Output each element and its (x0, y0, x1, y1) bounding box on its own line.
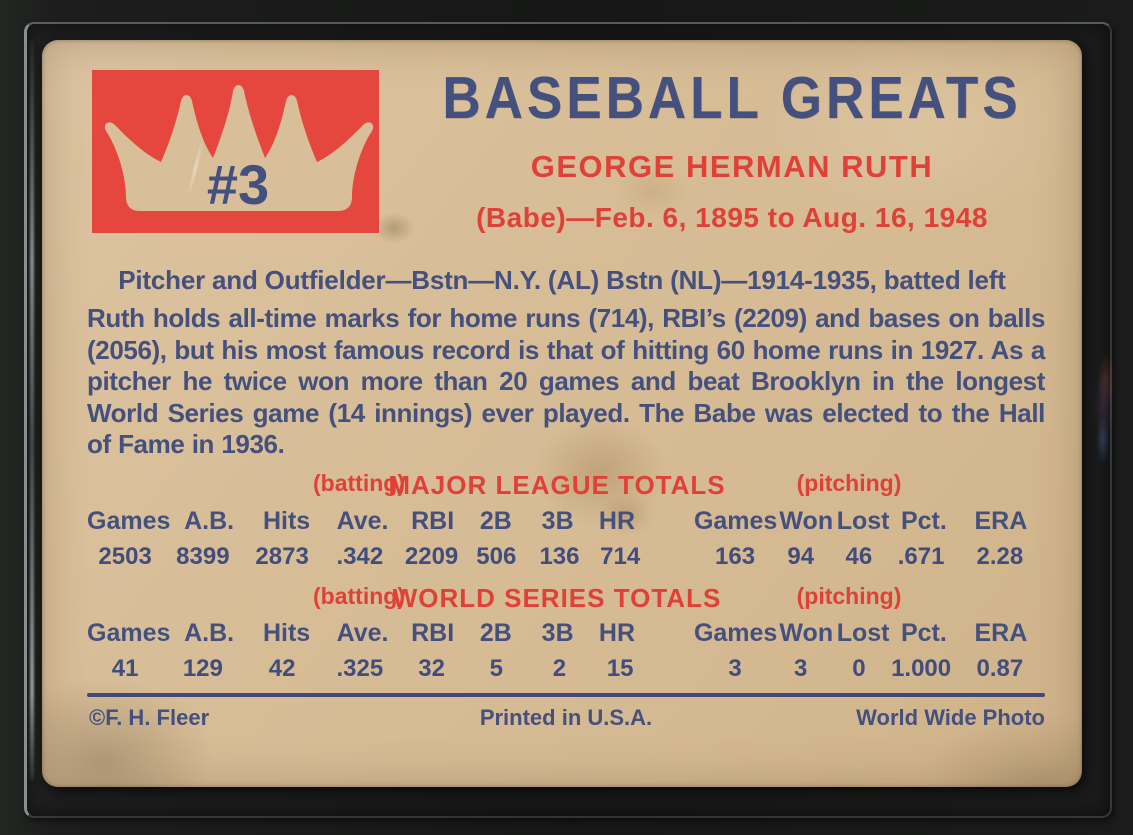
stat-cell: Won (779, 507, 834, 535)
stat-cell: Ave. (336, 507, 389, 535)
stat-cell: Pct. (900, 507, 947, 535)
stat-cell: 0 (852, 655, 866, 682)
crown-logo-icon: #3 (92, 70, 379, 233)
batting-label: (batting) (313, 583, 405, 609)
stat-spacer (645, 507, 694, 536)
stat-cell: 136 (539, 543, 580, 570)
stat-cell: 3 (794, 655, 808, 682)
stat-cell: 2209 (404, 543, 459, 570)
stat-cell: 2.28 (976, 543, 1024, 570)
divider-rule (87, 693, 1045, 697)
pitching-label: (pitching) (796, 583, 902, 609)
sleeve-edge-highlight (30, 40, 34, 780)
stat-cell: 2503 (98, 543, 152, 570)
stat-cell: Pct. (900, 619, 947, 647)
stat-cell: RBI (411, 619, 455, 647)
stat-cell: Games (87, 619, 171, 647)
stat-cell: 46 (845, 543, 873, 570)
major-league-value-row: 2503 8399 2873 .342 2209 506 136 714 163 94 46 .671… (87, 543, 1045, 571)
major-league-totals-heading: (batting) MAJOR LEAGUE TOTALS (pitching) (87, 470, 1045, 500)
stat-cell: HR (598, 507, 636, 535)
copyright-text: ©F. H. Fleer (89, 705, 210, 730)
printed-in-text: Printed in U.S.A. (479, 705, 653, 730)
stat-cell: 8399 (176, 543, 230, 570)
player-name: GEORGE HERMAN RUTH (530, 149, 934, 184)
stat-cell: 2B (479, 507, 512, 535)
nickname-dates: (Babe)—Feb. 6, 1895 to Aug. 16, 1948 (476, 202, 988, 233)
stat-cell: 3 (728, 655, 742, 682)
stat-cell: Lost (836, 507, 890, 535)
major-league-totals-title: MAJOR LEAGUE TOTALS (388, 470, 726, 500)
stat-cell: 129 (182, 655, 223, 682)
stat-cell: 2 (552, 655, 567, 682)
stat-cell: Games (87, 507, 171, 535)
position-line: Pitcher and Outfielder—Bstn—N.Y. (AL) Bs… (118, 265, 1006, 295)
stat-cell: 15 (606, 655, 634, 682)
stat-cell: 42 (268, 655, 296, 682)
world-series-value-row: 41 129 42 .325 32 5 2 15 3 3 0 1.000 0.87 (87, 655, 1045, 683)
major-league-header-row: Games A.B. Hits Ave. RBI 2B 3B HR Games Won Lost Pc… (87, 507, 1045, 536)
stat-cell: Won (779, 619, 834, 647)
stat-cell: ERA (974, 619, 1028, 647)
world-series-totals-heading: (batting) WORLD SERIES TOTALS (pitching) (87, 583, 1045, 613)
stat-cell: .671 (897, 543, 945, 570)
stat-cell: 506 (476, 543, 517, 570)
stat-cell: Games (693, 619, 778, 647)
set-title: BASEBALL GREATS (442, 65, 1022, 132)
card-header: BASEBALL GREATS GEORGE HERMAN RUTH (Babe… (412, 40, 1052, 234)
stat-cell: Lost (836, 619, 890, 647)
world-series-header-row: Games A.B. Hits Ave. RBI 2B 3B HR Games Won Lost Pc… (87, 619, 1045, 648)
card-footer: ©F. H. Fleer Printed in U.S.A. World Wid… (87, 705, 1045, 735)
stat-cell: 94 (787, 543, 815, 570)
photo-credit-text: World Wide Photo (856, 705, 1045, 730)
stat-cell: 32 (418, 655, 445, 682)
stat-spacer (649, 655, 699, 683)
stat-cell: Hits (262, 619, 311, 647)
stat-cell: .342 (336, 543, 384, 570)
card-sleeve (24, 22, 1112, 818)
stat-cell: A.B. (184, 619, 235, 647)
pitching-label: (pitching) (796, 470, 902, 496)
stat-cell: 5 (489, 655, 503, 682)
stat-cell: Hits (262, 507, 311, 535)
stat-cell: 41 (111, 655, 139, 682)
stat-cell: 2873 (255, 543, 309, 570)
stat-cell: RBI (411, 507, 455, 535)
stat-cell: 1.000 (891, 655, 952, 682)
bio-paragraph: Ruth holds all-time marks for home runs … (87, 303, 1045, 459)
stat-cell: 714 (600, 543, 641, 570)
stat-cell: Games (693, 507, 778, 535)
stat-spacer (645, 619, 694, 648)
stat-cell: HR (598, 619, 636, 647)
stat-cell: 2B (479, 619, 512, 647)
stat-cell: ERA (974, 507, 1028, 535)
batting-label: (batting) (313, 470, 405, 496)
stat-cell: Ave. (336, 619, 389, 647)
stat-cell: 163 (715, 543, 756, 570)
stat-cell: A.B. (184, 507, 235, 535)
stat-cell: 3B (541, 507, 574, 535)
stat-cell: .325 (336, 655, 384, 682)
stat-cell: 0.87 (976, 655, 1024, 682)
card-number: #3 (207, 153, 269, 216)
stat-spacer (649, 543, 699, 571)
baseball-card-back: #3 BASEBALL GREATS GEORGE HERMAN RUTH (B… (42, 40, 1082, 787)
world-series-totals-title: WORLD SERIES TOTALS (392, 583, 722, 613)
stat-cell: 3B (541, 619, 574, 647)
